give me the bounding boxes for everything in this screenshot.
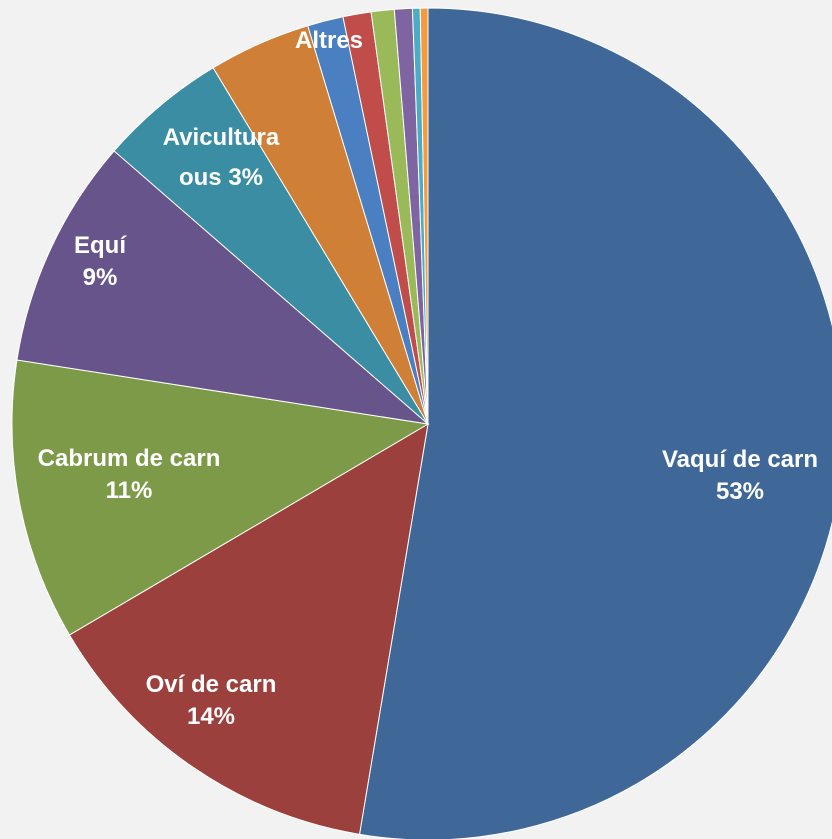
pie-slice-ovi-de-carn xyxy=(68,423,429,835)
pie-slice-minor-11 xyxy=(419,7,429,425)
data-label-line: Avicultura xyxy=(163,124,280,151)
data-label-line: 53% xyxy=(716,478,764,505)
data-label-equi: Equí 9% xyxy=(74,232,127,291)
data-label-line: Equí xyxy=(74,232,127,259)
data-label-line: Cabrum de carn xyxy=(38,445,221,472)
pie-slice-equi xyxy=(16,150,430,425)
data-label-line: ous 3% xyxy=(179,164,263,191)
pie-slice-vaqui-de-carn xyxy=(358,7,832,839)
data-label-ovi-de-carn: Oví de carn 14% xyxy=(146,671,277,730)
data-label-line: Oví de carn xyxy=(146,671,277,698)
data-label-avicultura-ous: Avicultura ous 3% xyxy=(163,124,280,191)
data-label-line: 14% xyxy=(187,703,235,730)
pie-slices xyxy=(11,7,832,839)
data-label-line: 11% xyxy=(106,477,153,504)
data-label-vaqui-de-carn: Vaquí de carn 53% xyxy=(662,446,818,505)
data-label-line: Altres xyxy=(295,27,363,54)
data-label-cabrum-de-carn: Cabrum de carn 11% xyxy=(38,445,221,504)
data-label-altres: Altres xyxy=(295,27,363,54)
pie-labels: Vaquí de carn 53% Oví de carn 14% Cabrum de … xyxy=(38,27,818,730)
pie-slice-cabrum-de-carn xyxy=(11,359,430,636)
data-label-line: Vaquí de carn xyxy=(662,446,818,473)
data-label-line: 9% xyxy=(83,264,118,291)
